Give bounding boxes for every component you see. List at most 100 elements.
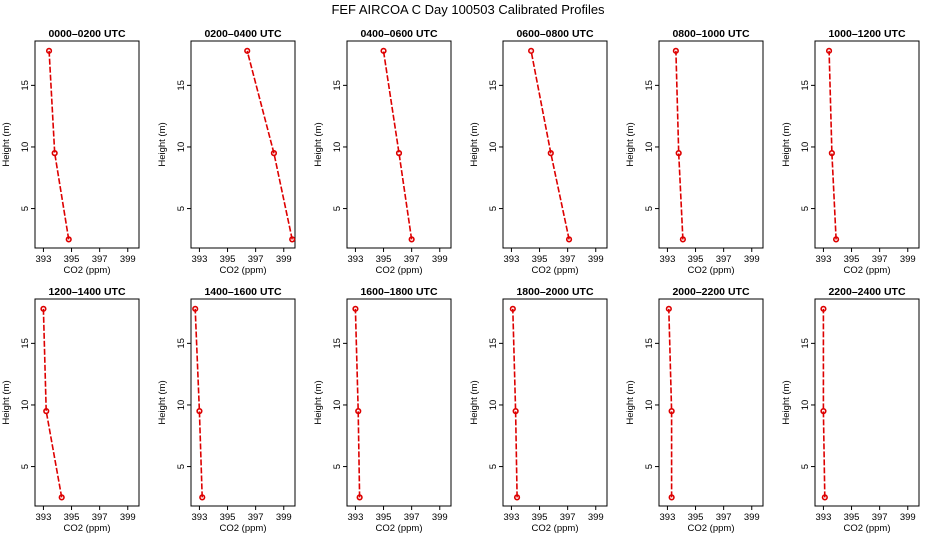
x-tick-label: 397	[248, 254, 264, 265]
y-axis-label: Height (m)	[469, 122, 480, 166]
profile-panel: 0400–0600 UTC 393 395 397 399 5 10 15 CO2 (ppm) H…	[313, 28, 452, 276]
x-tick-label: 397	[560, 254, 576, 265]
x-tick-label: 393	[348, 512, 364, 523]
profile-line	[354, 308, 361, 498]
x-axis-label: CO2 (ppm)	[844, 265, 891, 276]
x-tick-label: 393	[660, 254, 676, 265]
y-tick-label: 15	[488, 338, 499, 349]
profile-line	[675, 50, 684, 240]
panel-title: 1200–1400 UTC	[48, 286, 125, 298]
x-tick-label: 393	[504, 254, 520, 265]
profile-point	[547, 150, 554, 157]
profile-point	[199, 494, 206, 501]
y-tick-label: 15	[800, 80, 811, 91]
y-tick-label: 15	[488, 80, 499, 91]
y-tick-label: 10	[488, 400, 499, 411]
y-axis-label: Height (m)	[157, 122, 168, 166]
y-axis-label: Height (m)	[1, 380, 12, 424]
x-axis-label: CO2 (ppm)	[532, 523, 579, 534]
x-tick-label: 399	[900, 254, 916, 265]
profile-point	[675, 150, 682, 157]
profile-panel: 0000–0200 UTC 393 395 397 399 5 10 15 CO2 (ppm) H…	[1, 28, 140, 276]
x-tick-label: 393	[816, 512, 832, 523]
profile-point	[668, 408, 675, 415]
x-tick-label: 397	[92, 512, 108, 523]
x-axis-label: CO2 (ppm)	[220, 265, 267, 276]
x-tick-label: 395	[64, 254, 80, 265]
plot-frame	[34, 40, 140, 249]
profile-point	[51, 150, 58, 157]
profile-point	[355, 408, 362, 415]
x-tick-label: 397	[404, 254, 420, 265]
profile-point	[672, 47, 679, 54]
x-tick-label: 397	[560, 512, 576, 523]
y-tick-label: 10	[176, 142, 187, 153]
profile-point	[679, 236, 686, 243]
panel-title: 0200–0400 UTC	[204, 28, 281, 40]
x-tick-label: 395	[688, 512, 704, 523]
plot-frame	[346, 40, 452, 249]
plot-frame	[190, 40, 296, 249]
x-tick-label: 395	[844, 512, 860, 523]
y-tick-label: 10	[644, 400, 655, 411]
panel-title: 1000–1200 UTC	[828, 28, 905, 40]
y-tick-label: 10	[176, 400, 187, 411]
y-tick-label: 10	[332, 400, 343, 411]
x-tick-label: 399	[744, 512, 760, 523]
x-tick-label: 399	[276, 254, 292, 265]
x-tick-label: 397	[92, 254, 108, 265]
panel-title: 0600–0800 UTC	[516, 28, 593, 40]
plot-frame	[814, 298, 920, 507]
profile-panel: 0800–1000 UTC 393 395 397 399 5 10 15 CO2 (ppm) H…	[625, 28, 764, 276]
y-axis-label: Height (m)	[781, 380, 792, 424]
profile-point	[408, 236, 415, 243]
profile-point	[512, 408, 519, 415]
profile-line	[382, 50, 413, 240]
y-tick-label: 15	[176, 338, 187, 349]
y-tick-label: 15	[332, 338, 343, 349]
profile-point	[509, 305, 516, 312]
y-tick-label: 5	[488, 206, 499, 211]
y-tick-label: 10	[800, 400, 811, 411]
x-tick-label: 397	[872, 254, 888, 265]
y-axis-label: Height (m)	[1, 122, 12, 166]
y-tick-label: 10	[644, 142, 655, 153]
y-tick-label: 10	[332, 142, 343, 153]
profile-point	[832, 236, 840, 243]
profile-point	[828, 150, 835, 157]
y-tick-label: 5	[332, 206, 343, 211]
panel-title: 1800–2000 UTC	[516, 286, 593, 298]
profile-panel: 1600–1800 UTC 393 395 397 399 5 10 15 CO2 (ppm) H…	[313, 286, 452, 534]
plot-frame	[814, 40, 920, 249]
profile-line	[822, 308, 826, 498]
profile-point	[380, 47, 387, 54]
profile-point	[565, 236, 573, 243]
x-tick-label: 395	[688, 254, 704, 265]
profile-panel: 0600–0800 UTC 393 395 397 399 5 10 15 CO2 (ppm) H…	[469, 28, 608, 276]
x-tick-label: 395	[532, 512, 548, 523]
y-tick-label: 15	[332, 80, 343, 91]
profile-point	[270, 150, 278, 157]
profile-line	[246, 50, 293, 240]
x-tick-label: 395	[64, 512, 80, 523]
profile-line	[48, 50, 70, 240]
profile-point	[395, 150, 403, 157]
plot-frame	[502, 298, 608, 507]
x-axis-label: CO2 (ppm)	[376, 523, 423, 534]
profile-point	[196, 408, 203, 415]
profile-point	[65, 236, 72, 243]
x-axis-label: CO2 (ppm)	[688, 265, 735, 276]
profile-panel: 2000–2200 UTC 393 395 397 399 5 10 15 CO2 (ppm) H…	[625, 286, 764, 534]
y-tick-label: 5	[644, 464, 655, 469]
plot-frame	[346, 298, 452, 507]
y-axis-label: Height (m)	[625, 122, 636, 166]
x-axis-label: CO2 (ppm)	[844, 523, 891, 534]
y-tick-label: 15	[20, 80, 31, 91]
y-tick-label: 15	[644, 338, 655, 349]
profile-point	[820, 305, 827, 312]
y-axis-label: Height (m)	[781, 122, 792, 166]
y-axis-label: Height (m)	[313, 380, 324, 424]
x-tick-label: 399	[432, 254, 448, 265]
x-tick-label: 395	[844, 254, 860, 265]
panel-title: 0000–0200 UTC	[48, 28, 125, 40]
